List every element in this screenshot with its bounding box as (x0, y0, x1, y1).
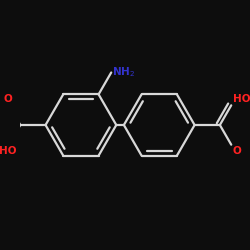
Text: O: O (3, 94, 12, 104)
Text: NH$_2$: NH$_2$ (112, 66, 135, 80)
Text: O: O (232, 146, 241, 156)
Text: HO: HO (232, 94, 250, 104)
Text: HO: HO (0, 146, 16, 156)
